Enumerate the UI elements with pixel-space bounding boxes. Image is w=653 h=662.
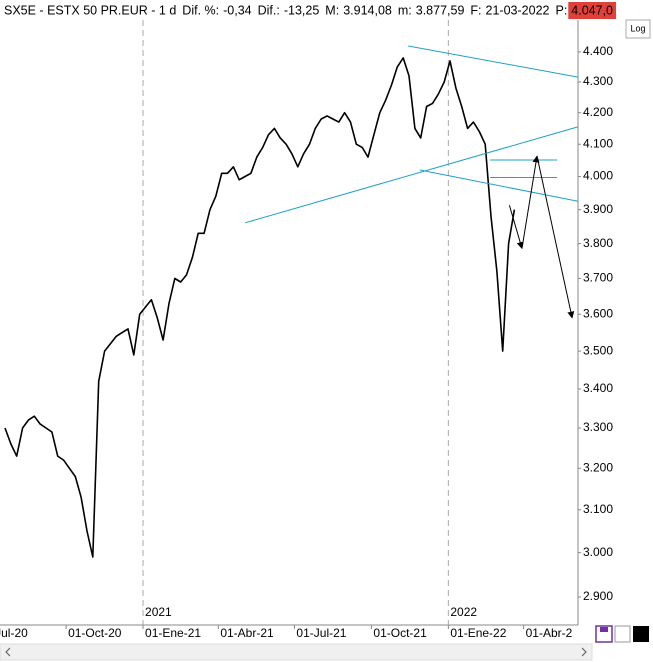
y-tick-label: 3.700 (583, 271, 613, 285)
projection-arrow (536, 155, 575, 319)
y-tick-label: 3.400 (583, 381, 613, 395)
trend-line (244, 126, 578, 224)
log-button-label[interactable]: Log (630, 23, 645, 33)
y-tick-label: 3.600 (583, 306, 613, 320)
color-box-white[interactable] (614, 625, 631, 643)
projection-arrow (521, 155, 540, 249)
year-label: 2021 (145, 605, 172, 619)
scroll-right[interactable] (581, 647, 587, 657)
save-icon-detail (600, 627, 608, 632)
y-tick-label: 4.400 (583, 44, 613, 58)
field-label: Dif. %: (182, 3, 219, 17)
x-tick-label: 01-Ene-22 (450, 626, 506, 640)
x-tick-label: 01-Abr-2 (526, 626, 573, 640)
x-tick-label: 01-Oct-20 (68, 626, 122, 640)
price-line (4, 57, 516, 558)
projection-arrow (508, 205, 524, 250)
instrument: SX5E - ESTX 50 PR.EUR - 1 d (4, 3, 176, 17)
x-tick-label: 01-Jul-21 (296, 626, 346, 640)
y-tick-label: 2.900 (583, 589, 613, 603)
trend-line (408, 45, 578, 78)
field-label: Dif.: (258, 3, 280, 17)
x-tick-label: 01-Oct-21 (373, 626, 427, 640)
color-box-black[interactable] (633, 626, 649, 642)
x-tick-label: 01-Abr-21 (220, 626, 274, 640)
trend-line (419, 169, 578, 202)
field-value: 3.914,08 (343, 3, 392, 17)
y-tick-label: 3.500 (583, 343, 613, 357)
x-tick-label: 01-Ene-21 (145, 626, 201, 640)
log-button[interactable] (625, 19, 651, 39)
y-tick-label: 3.000 (583, 545, 613, 559)
field-label: M: (325, 3, 339, 17)
field-value: 21-03-2022 (486, 3, 550, 17)
field-label: m: (398, 3, 412, 17)
y-tick-label: 3.900 (583, 202, 613, 216)
scrollbar[interactable] (0, 643, 593, 661)
y-tick-label: 3.300 (583, 420, 613, 434)
field-value: 3.877,59 (416, 3, 465, 17)
y-tick-label: 4.000 (583, 169, 613, 183)
field-value: -0,34 (223, 3, 252, 17)
field-label: P: (555, 3, 567, 17)
y-tick-label: 4.100 (583, 136, 613, 150)
plot-area (4, 20, 578, 625)
year-label: 2022 (450, 605, 477, 619)
scroll-left[interactable] (5, 647, 11, 657)
header: SX5E - ESTX 50 PR.EUR - 1 d Dif. %: -0,34 D… (4, 2, 617, 19)
y-tick-label: 3.200 (583, 460, 613, 474)
field-label: F: (470, 3, 481, 17)
y-tick-label: 4.200 (583, 105, 613, 119)
axes: 2.900 3.000 3.100 3.200 3.300 3.400 3.500 3.600… (0, 44, 613, 640)
y-tick-label: 3.800 (583, 236, 613, 250)
y-tick-label: 3.100 (583, 502, 613, 516)
x-tick-label: -Jul-20 (0, 626, 28, 640)
field-value: 4.047,0 (571, 3, 613, 17)
y-tick-label: 4.300 (583, 74, 613, 88)
field-value: -13,25 (284, 3, 319, 17)
field-box (568, 2, 617, 19)
